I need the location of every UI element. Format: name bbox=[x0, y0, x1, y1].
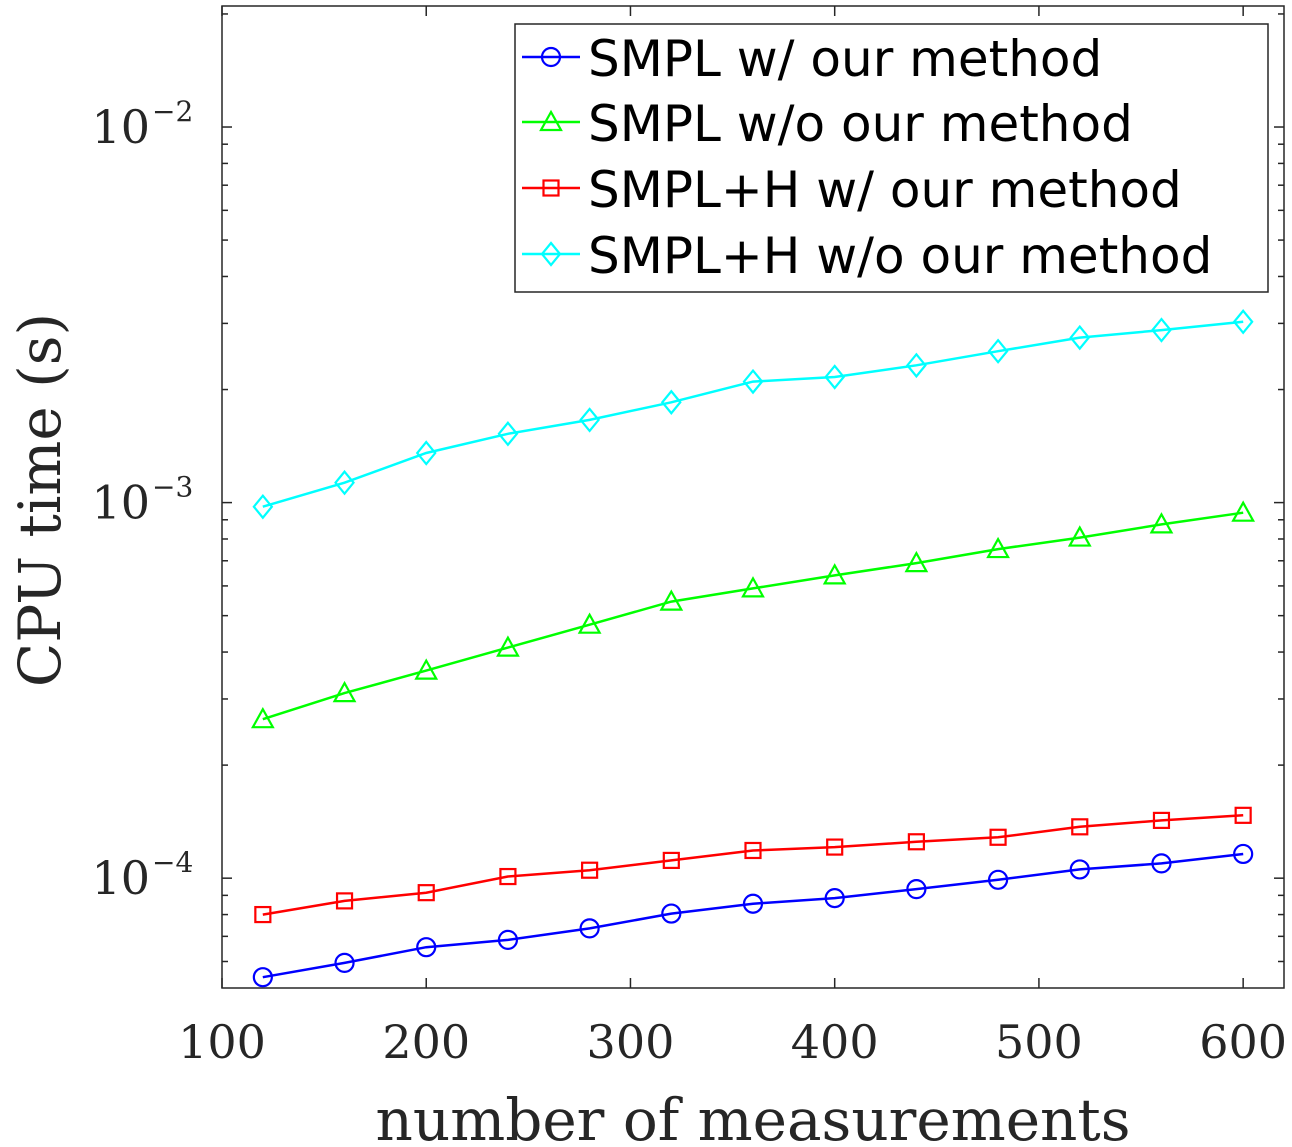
legend-marker-circle bbox=[522, 46, 580, 68]
data-point bbox=[1152, 811, 1171, 830]
y-tick-label: 10 bbox=[91, 851, 150, 905]
x-axis: 100 200 300 400 500 600 bbox=[178, 6, 1287, 1069]
data-point bbox=[1232, 309, 1254, 335]
data-point bbox=[1151, 853, 1172, 874]
legend-entry-smplh-with: SMPL+H w/ our method bbox=[522, 161, 1182, 219]
data-point bbox=[250, 706, 275, 729]
data-point bbox=[335, 892, 354, 910]
data-point bbox=[826, 838, 844, 856]
legend-marker bbox=[539, 109, 563, 132]
data-point bbox=[1071, 818, 1089, 836]
data-point bbox=[660, 389, 682, 415]
data-point bbox=[417, 884, 435, 902]
x-tick-label: 500 bbox=[995, 1015, 1083, 1069]
data-point bbox=[415, 440, 437, 466]
data-point bbox=[1069, 859, 1090, 880]
data-point bbox=[824, 364, 846, 390]
data-point bbox=[662, 851, 680, 870]
data-point bbox=[659, 589, 684, 611]
data-point bbox=[252, 967, 273, 988]
legend-marker-triangle bbox=[522, 109, 580, 132]
legend-entry-smpl-with: SMPL w/ our method bbox=[522, 30, 1102, 88]
data-point bbox=[414, 658, 439, 680]
data-point bbox=[581, 861, 599, 879]
y-axis-title: CPU time (s) bbox=[6, 313, 74, 687]
data-point bbox=[496, 635, 520, 657]
y-tick-exponent: −2 bbox=[152, 95, 193, 128]
series-layer bbox=[250, 309, 1256, 988]
data-point bbox=[905, 352, 927, 379]
legend-marker-diamond bbox=[522, 241, 580, 267]
legend-box bbox=[514, 23, 1269, 293]
data-point bbox=[987, 338, 1009, 364]
legend-label-smpl-without: SMPL w/o our method bbox=[588, 95, 1133, 153]
data-point bbox=[986, 536, 1010, 559]
data-point bbox=[744, 841, 762, 860]
data-point bbox=[824, 887, 845, 909]
data-point bbox=[579, 918, 600, 939]
y-tick-label: 10 bbox=[91, 476, 150, 530]
legend-marker bbox=[540, 46, 562, 68]
x-tick-label: 300 bbox=[587, 1015, 675, 1069]
data-point bbox=[822, 563, 847, 585]
x-tick-label: 200 bbox=[382, 1015, 470, 1069]
legend-label-smplh-with: SMPL+H w/ our method bbox=[588, 161, 1182, 219]
x-tick-label: 400 bbox=[791, 1015, 879, 1069]
data-point bbox=[497, 421, 519, 447]
data-point bbox=[334, 469, 355, 496]
y-tick-label: 10 bbox=[91, 100, 150, 154]
series-line bbox=[262, 814, 1244, 916]
y-tick-exponent: −3 bbox=[152, 471, 193, 504]
data-point bbox=[1151, 317, 1172, 343]
legend-label-smplh-without: SMPL+H w/o our method bbox=[588, 227, 1212, 285]
data-point bbox=[1233, 843, 1254, 865]
data-point bbox=[1149, 512, 1174, 534]
data-point bbox=[254, 905, 272, 924]
x-tick-label: 100 bbox=[178, 1015, 266, 1069]
data-point bbox=[1231, 500, 1256, 522]
data-point bbox=[497, 929, 519, 950]
legend-entry-smplh-without: SMPL+H w/o our method bbox=[522, 227, 1212, 285]
data-point bbox=[579, 407, 601, 433]
data-point bbox=[741, 576, 765, 598]
data-point bbox=[907, 833, 925, 851]
data-point bbox=[904, 550, 929, 573]
data-point bbox=[416, 937, 437, 958]
data-point bbox=[987, 869, 1009, 890]
data-point bbox=[742, 368, 764, 395]
data-point bbox=[334, 952, 355, 973]
data-point bbox=[1067, 525, 1092, 547]
x-axis-title: number of measurements bbox=[376, 1086, 1131, 1147]
data-point bbox=[332, 680, 357, 703]
plot-frame bbox=[221, 5, 1285, 989]
legend-marker bbox=[542, 179, 560, 197]
data-point bbox=[1234, 806, 1252, 824]
y-axis: 10−210−310−4 bbox=[91, 13, 1284, 963]
data-point bbox=[499, 867, 517, 886]
series-line bbox=[262, 511, 1244, 721]
series-line bbox=[262, 852, 1244, 979]
legend-label-smpl-with: SMPL w/ our method bbox=[588, 30, 1102, 88]
data-point bbox=[661, 903, 682, 924]
data-point bbox=[742, 893, 764, 914]
x-tick-label: 600 bbox=[1199, 1015, 1287, 1069]
series-square bbox=[254, 806, 1252, 924]
legend-marker bbox=[540, 241, 562, 267]
series-line bbox=[262, 320, 1244, 508]
series-circle bbox=[252, 843, 1254, 988]
legend-entry-smpl-without: SMPL w/o our method bbox=[522, 95, 1133, 153]
data-point bbox=[252, 493, 274, 520]
data-point bbox=[577, 612, 602, 634]
legend-marker-square bbox=[522, 179, 580, 197]
series-diamond bbox=[252, 309, 1254, 520]
series-triangle bbox=[250, 500, 1256, 729]
data-point bbox=[1069, 324, 1091, 351]
plot-area bbox=[221, 5, 1285, 989]
data-point bbox=[906, 879, 927, 900]
y-tick-exponent: −4 bbox=[152, 846, 193, 879]
data-point bbox=[989, 828, 1007, 846]
legend: SMPL w/ our method SMPL w/o our method S… bbox=[514, 23, 1269, 293]
